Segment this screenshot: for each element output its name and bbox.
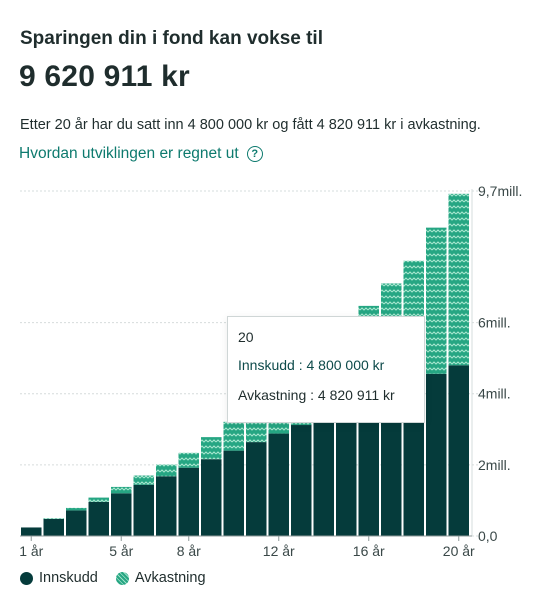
summary-text: Etter 20 år har du satt inn 4 800 000 kr… xyxy=(20,117,481,133)
y-tick-label: 6mill. xyxy=(478,315,511,331)
legend-item-deposit[interactable]: Innskudd xyxy=(20,570,98,586)
bar-deposit[interactable] xyxy=(21,527,42,536)
y-tick-label: 2mill. xyxy=(478,457,511,473)
bar-deposit[interactable] xyxy=(358,399,380,536)
bar-return[interactable] xyxy=(426,227,447,374)
bar-return[interactable] xyxy=(43,518,65,519)
bar-deposit[interactable] xyxy=(201,459,222,536)
bar-return[interactable] xyxy=(448,193,470,366)
explanation-link[interactable]: Hvordan utviklingen er regnet ut ? xyxy=(19,145,263,163)
bar-return[interactable] xyxy=(88,497,110,502)
bar-deposit[interactable] xyxy=(336,407,357,536)
y-tick-label: 0,0 xyxy=(478,528,498,544)
bar-deposit[interactable] xyxy=(66,510,87,536)
bar-return[interactable] xyxy=(178,452,200,468)
bar-deposit[interactable] xyxy=(426,373,447,536)
tooltip-year: 20 xyxy=(238,329,254,345)
x-tick-label: 5 år xyxy=(109,543,133,559)
bar-deposit[interactable] xyxy=(178,467,200,536)
bar-return[interactable] xyxy=(66,507,87,511)
bar-tooltip: 20 Innskudd : 4 800 000 kr Avkastning : … xyxy=(227,316,425,423)
x-tick-label: 1 år xyxy=(19,543,43,559)
bar-return[interactable] xyxy=(133,475,155,485)
bar-deposit[interactable] xyxy=(156,476,177,536)
bar-deposit[interactable] xyxy=(246,442,267,536)
x-tick-label: 16 år xyxy=(353,543,385,559)
help-icon: ? xyxy=(246,146,263,162)
x-tick-label: 20 år xyxy=(443,543,475,559)
bar-deposit[interactable] xyxy=(291,425,312,536)
bar-deposit[interactable] xyxy=(88,501,110,536)
bar-deposit[interactable] xyxy=(111,493,132,536)
y-tick-label: 4mill. xyxy=(478,386,511,402)
deposit-swatch-icon xyxy=(20,571,33,585)
legend-label-return: Avkastning xyxy=(134,570,206,586)
bar-deposit[interactable] xyxy=(268,433,290,536)
chart-legend: Innskudd Avkastning xyxy=(20,570,206,586)
bar-deposit[interactable] xyxy=(223,450,245,536)
bar-deposit[interactable] xyxy=(448,365,470,536)
bar-return[interactable] xyxy=(201,437,222,460)
bar-deposit[interactable] xyxy=(313,416,335,536)
tooltip-return: Avkastning : 4 820 911 kr xyxy=(238,387,395,403)
bar-return[interactable] xyxy=(223,421,245,451)
explanation-link-label: Hvordan utviklingen er regnet ut xyxy=(19,145,239,162)
x-tick-label: 8 år xyxy=(177,543,201,559)
y-tick-label: 9,7mill. xyxy=(478,183,522,199)
tooltip-deposit: Innskudd : 4 800 000 kr xyxy=(238,357,385,373)
legend-item-return[interactable]: Avkastning xyxy=(115,570,206,586)
bar-return[interactable] xyxy=(111,486,132,494)
return-swatch-icon xyxy=(115,571,129,585)
bar-deposit[interactable] xyxy=(43,518,65,536)
card-title: Sparingen din i fond kan vokse til xyxy=(20,28,323,49)
bar-deposit[interactable] xyxy=(381,390,402,536)
x-tick-label: 12 år xyxy=(263,543,295,559)
total-amount: 9 620 911 kr xyxy=(19,60,190,93)
bar-deposit[interactable] xyxy=(133,484,155,536)
legend-label-deposit: Innskudd xyxy=(39,570,98,586)
bar-return[interactable] xyxy=(156,464,177,477)
